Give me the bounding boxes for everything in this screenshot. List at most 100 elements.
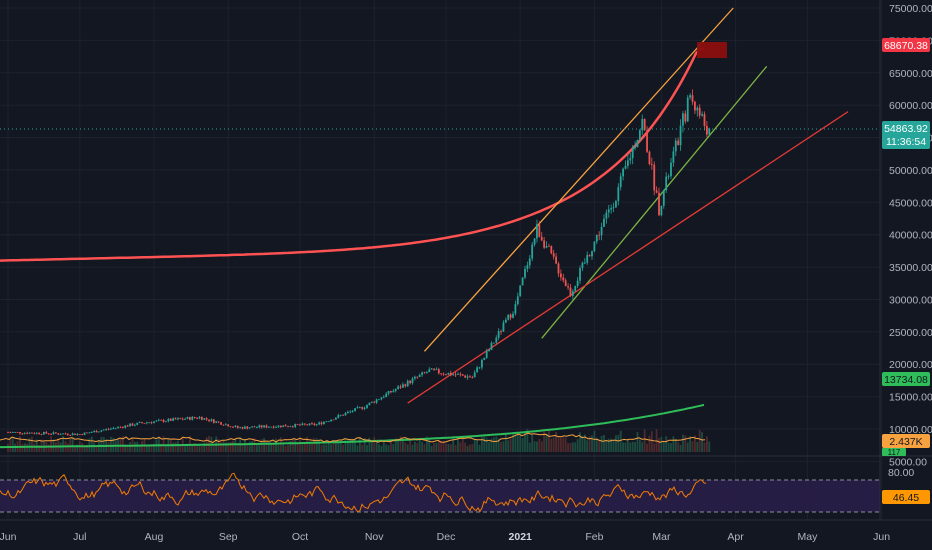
candle-body bbox=[612, 207, 615, 209]
candle-body bbox=[45, 431, 48, 434]
candle-body bbox=[35, 432, 38, 434]
candle-body bbox=[289, 426, 292, 428]
candle-body bbox=[708, 128, 711, 135]
volume-bar bbox=[543, 431, 546, 452]
rsi-last-text: 46.45 bbox=[893, 492, 919, 504]
volume-bar bbox=[576, 439, 579, 452]
volume-bar bbox=[540, 441, 543, 452]
volume-bar bbox=[323, 444, 325, 452]
candle-body bbox=[74, 433, 76, 435]
candle-body bbox=[196, 417, 198, 419]
candle-body bbox=[478, 367, 481, 369]
volume-bar bbox=[442, 440, 445, 452]
trendlines[interactable] bbox=[407, 7, 849, 404]
candle-body bbox=[119, 426, 122, 428]
candle-body bbox=[519, 285, 522, 297]
volume-bar bbox=[241, 443, 244, 452]
volume-bar bbox=[203, 442, 206, 452]
volume-bar bbox=[165, 444, 167, 452]
volume-bar bbox=[504, 434, 507, 452]
candle-body bbox=[117, 426, 119, 428]
candle-body bbox=[471, 377, 474, 379]
price-tick-label: 35000.00 bbox=[889, 262, 932, 274]
candle-body bbox=[574, 286, 577, 292]
candle-body bbox=[406, 380, 409, 387]
volume-bar bbox=[492, 437, 495, 452]
volume-bar bbox=[38, 445, 41, 452]
candle-body bbox=[421, 372, 423, 375]
candle-body bbox=[358, 407, 361, 408]
volume-bar bbox=[107, 441, 110, 452]
volume-bar bbox=[619, 430, 622, 452]
volume-bar bbox=[150, 445, 153, 452]
candle-body bbox=[212, 419, 215, 423]
volume-bar bbox=[378, 444, 380, 452]
volume-bar bbox=[607, 438, 610, 452]
volume-bar bbox=[361, 444, 364, 452]
volume-bar bbox=[411, 444, 414, 452]
candle-body bbox=[550, 246, 553, 254]
candle-body bbox=[267, 426, 270, 428]
volume-bar bbox=[528, 442, 531, 452]
candle-body bbox=[40, 434, 43, 435]
candle-body bbox=[342, 414, 344, 416]
candle-body bbox=[246, 426, 249, 429]
volume-bar bbox=[550, 438, 553, 452]
candle-body bbox=[100, 430, 103, 432]
volume-bar bbox=[191, 445, 194, 452]
volume-bar bbox=[421, 441, 423, 452]
month-label: Nov bbox=[365, 531, 384, 543]
target-marker[interactable] bbox=[697, 42, 727, 58]
candle-body bbox=[696, 107, 699, 111]
candle-body bbox=[447, 372, 450, 375]
candle-body bbox=[165, 421, 167, 423]
price-axis[interactable]: 75000.0070000.0065000.0060000.0055000.00… bbox=[889, 3, 932, 468]
candle-body bbox=[543, 240, 546, 248]
volume-bar bbox=[512, 433, 514, 452]
rsi-band bbox=[0, 480, 880, 512]
time-axis[interactable]: Jun Jul Aug Sep Oct Nov Dec 2021 Feb Mar Apr May Jun bbox=[0, 531, 890, 543]
candle-body bbox=[435, 369, 438, 371]
candle-body bbox=[469, 376, 471, 378]
volume-bar bbox=[287, 444, 289, 452]
volume-bar bbox=[440, 441, 443, 452]
volume-bar bbox=[459, 442, 462, 452]
candle-body bbox=[282, 425, 285, 428]
volume-bar bbox=[533, 441, 536, 452]
candle-body bbox=[691, 95, 694, 102]
volume-bar bbox=[552, 437, 555, 452]
candle-body bbox=[346, 411, 349, 414]
volume-bar bbox=[193, 442, 196, 452]
candle-body bbox=[81, 434, 84, 435]
candle-body bbox=[466, 376, 469, 378]
volume-bar bbox=[507, 440, 510, 452]
volume-bar bbox=[629, 442, 632, 452]
candle-body bbox=[160, 419, 163, 421]
volume-bar bbox=[157, 436, 160, 452]
volume-bar bbox=[301, 444, 304, 452]
volume-bar bbox=[452, 436, 455, 452]
candle-body bbox=[78, 434, 81, 435]
volume-bar bbox=[638, 439, 641, 452]
candle-body bbox=[210, 419, 213, 422]
volume-bar bbox=[153, 443, 155, 452]
volume-bar bbox=[483, 436, 486, 452]
candle-body bbox=[241, 427, 244, 429]
volume-bar bbox=[418, 438, 421, 452]
candle-body bbox=[437, 369, 440, 374]
candle-body bbox=[133, 424, 136, 426]
candle-body bbox=[459, 373, 462, 375]
volume-bar bbox=[236, 443, 239, 452]
volume-bar bbox=[586, 440, 589, 452]
volume-ma-label: 2.437K bbox=[882, 434, 930, 448]
volume-bar bbox=[634, 442, 636, 452]
volume-bar bbox=[445, 443, 447, 452]
candle-body bbox=[705, 125, 708, 135]
candle-body bbox=[665, 176, 668, 191]
candle-body bbox=[524, 268, 526, 278]
candle-body bbox=[492, 342, 495, 344]
candle-body bbox=[177, 418, 179, 420]
volume-bar bbox=[624, 442, 627, 452]
volume-bar bbox=[548, 430, 550, 452]
